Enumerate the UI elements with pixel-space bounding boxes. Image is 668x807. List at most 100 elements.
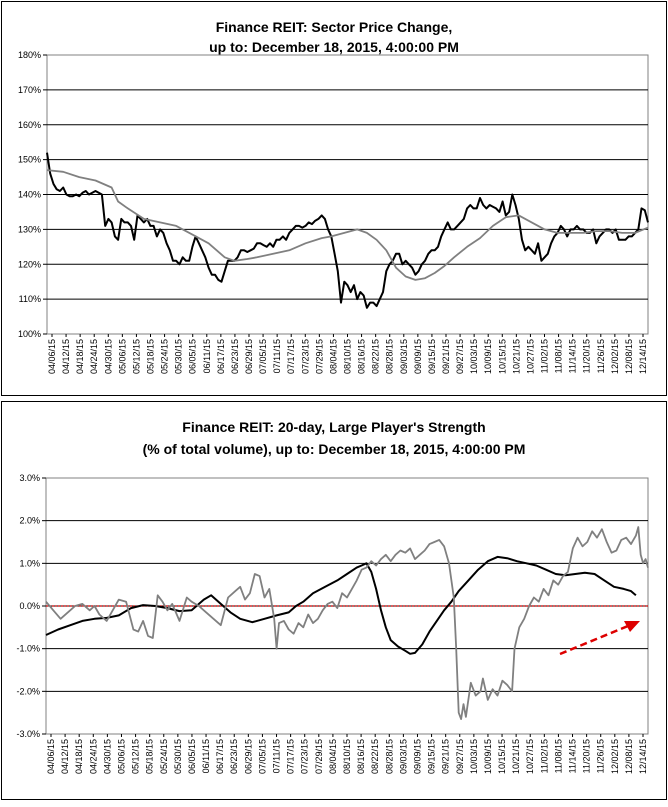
chart1-x-tick-label: 05/12/15 (131, 339, 141, 374)
chart2-x-tick-label: 05/30/15 (173, 739, 183, 774)
chart1-x-tick-label: 04/30/15 (103, 339, 113, 374)
chart2-x-tick-label: 08/10/15 (342, 739, 352, 774)
chart1-y-tick-label: 110% (19, 294, 41, 304)
chart1-y-tick-label: 120% (18, 259, 41, 269)
chart1-y-tick-label: 160% (18, 120, 41, 130)
chart2-x-tick-label: 06/29/15 (243, 739, 253, 774)
chart2-y-tick-label: -2.0% (16, 686, 40, 696)
chart2-x-tick-label: 08/04/15 (328, 739, 338, 774)
chart2-x-tick-label: 09/27/15 (455, 739, 465, 774)
chart1-x-tick-label: 07/11/15 (272, 339, 282, 373)
chart2-y-tick-label: 3.0% (19, 473, 40, 483)
chart2-x-tick-label: 04/18/15 (74, 739, 84, 774)
chart2-x-tick-label: 06/11/15 (201, 739, 211, 773)
chart1-x-tick-label: 07/23/15 (300, 339, 310, 374)
chart2-x-tick-label: 07/23/15 (300, 739, 310, 774)
chart2-x-tick-label: 06/05/15 (187, 739, 197, 774)
chart1-x-tick-label: 10/09/15 (483, 339, 493, 374)
chart2-x-tick-label: 07/29/15 (314, 739, 324, 774)
chart1-x-tick-label: 11/20/15 (582, 339, 592, 373)
chart1-x-tick-label: 06/11/15 (202, 339, 212, 373)
chart2-x-tick-label: 04/06/15 (46, 739, 56, 774)
chart1-x-tick-label: 04/12/15 (61, 339, 71, 374)
chart1-x-tick-label: 11/14/15 (568, 339, 578, 373)
chart1-x-tick-label: 05/24/15 (160, 339, 170, 374)
chart1-x-tick-label: 08/16/15 (357, 339, 367, 374)
chart2-x-tick-label: 09/03/15 (398, 739, 408, 774)
chart2-x-tick-label: 06/23/15 (229, 739, 239, 774)
chart1-x-tick-label: 10/21/15 (511, 339, 521, 374)
chart2-x-tick-label: 10/15/15 (497, 739, 507, 774)
chart1-x-tick-label: 09/27/15 (455, 339, 465, 374)
chart2-series-line-2 (45, 526, 649, 720)
chart1-x-tick-label: 08/04/15 (328, 339, 338, 374)
chart1-series-line-2 (46, 169, 649, 281)
chart2-x-tick-label: 07/05/15 (257, 739, 267, 774)
chart1-x-tick-label: 04/06/15 (47, 339, 57, 374)
chart2-x-tick-label: 05/06/15 (116, 739, 126, 774)
chart1-x-tick-label: 05/06/15 (117, 339, 127, 374)
chart1-x-tick-label: 10/15/15 (497, 339, 507, 374)
chart1-x-tick-label: 09/15/15 (427, 339, 437, 374)
chart2-title-line1: Finance REIT: 20-day, Large Player's Str… (182, 419, 485, 435)
chart2-x-tick-label: 10/21/15 (511, 739, 521, 774)
chart1-x-tick-label: 09/21/15 (441, 339, 451, 374)
chart2-x-tick-label: 10/09/15 (483, 739, 493, 774)
chart2-x-tick-label: 12/08/15 (624, 739, 634, 774)
chart1-x-tick-label: 07/17/15 (286, 339, 296, 374)
chart1-y-tick-label: 130% (18, 224, 41, 234)
chart1-y-tick-label: 170% (18, 85, 41, 95)
chart1-x-tick-label: 05/30/15 (174, 339, 184, 374)
chart2-y-tick-label: 1.0% (19, 558, 40, 568)
chart1-x-tick-label: 04/18/15 (75, 339, 85, 374)
chart2-x-tick-label: 05/24/15 (159, 739, 169, 774)
chart2-x-tick-label: 10/03/15 (469, 739, 479, 774)
chart1-series-line-1 (46, 152, 649, 309)
chart1-x-tick-label: 06/05/15 (188, 339, 198, 374)
chart2-x-tick-label: 04/12/15 (60, 739, 70, 774)
chart1-title-line1: Finance REIT: Sector Price Change, (216, 19, 453, 35)
chart1-x-tick-label: 08/22/15 (371, 339, 381, 374)
chart2-x-tick-label: 09/21/15 (441, 739, 451, 774)
chart1-y-tick-label: 150% (18, 155, 41, 165)
chart2-x-tick-label: 07/17/15 (286, 739, 296, 774)
chart2-x-tick-label: 07/11/15 (272, 739, 282, 773)
chart2-x-tick-label: 12/14/15 (638, 739, 648, 774)
chart1-x-tick-label: 10/03/15 (469, 339, 479, 374)
chart2-x-tick-label: 08/16/15 (356, 739, 366, 774)
chart2-y-tick-label: -3.0% (16, 729, 40, 739)
chart1-x-tick-label: 10/27/15 (525, 339, 535, 374)
chart1-y-tick-label: 140% (18, 190, 41, 200)
chart1-x-tick-label: 11/02/15 (540, 339, 550, 373)
chart2-x-tick-label: 04/30/15 (102, 739, 112, 774)
chart1-x-tick-label: 08/28/15 (385, 339, 395, 374)
chart2-x-tick-label: 11/20/15 (582, 739, 592, 773)
chart2-x-tick-label: 10/27/15 (525, 739, 535, 774)
chart2-x-tick-label: 11/26/15 (596, 739, 606, 773)
chart2-x-tick-label: 12/02/15 (610, 739, 620, 774)
chart2-x-tick-label: 08/28/15 (384, 739, 394, 774)
chart2-x-tick-label: 05/12/15 (131, 739, 141, 774)
chart1-x-tick-label: 12/08/15 (624, 339, 634, 374)
chart1-x-tick-label: 06/29/15 (244, 339, 254, 374)
chart1-x-tick-label: 04/24/15 (89, 339, 99, 374)
chart1-x-tick-label: 08/10/15 (343, 339, 353, 374)
chart2-x-tick-label: 09/15/15 (427, 739, 437, 774)
chart1-title-line2: up to: December 18, 2015, 4:00:00 PM (209, 39, 459, 55)
chart1-x-tick-label: 09/09/15 (413, 339, 423, 374)
chart1-x-tick-label: 09/03/15 (399, 339, 409, 374)
chart2-x-tick-label: 05/18/15 (145, 739, 155, 774)
chart2-x-tick-label: 04/24/15 (88, 739, 98, 774)
chart2-x-tick-label: 06/17/15 (215, 739, 225, 774)
chart1-x-tick-label: 07/29/15 (314, 339, 324, 374)
chart1-x-tick-label: 07/05/15 (258, 339, 268, 374)
chart2-y-tick-label: 2.0% (19, 516, 40, 526)
arrow-annotation-icon (559, 621, 640, 656)
chart1-x-tick-label: 06/17/15 (216, 339, 226, 374)
chart2-x-tick-label: 08/22/15 (370, 739, 380, 774)
chart2-x-tick-label: 09/09/15 (412, 739, 422, 774)
chart1-x-tick-label: 11/26/15 (596, 339, 606, 373)
chart1-x-tick-label: 11/08/15 (554, 339, 564, 373)
